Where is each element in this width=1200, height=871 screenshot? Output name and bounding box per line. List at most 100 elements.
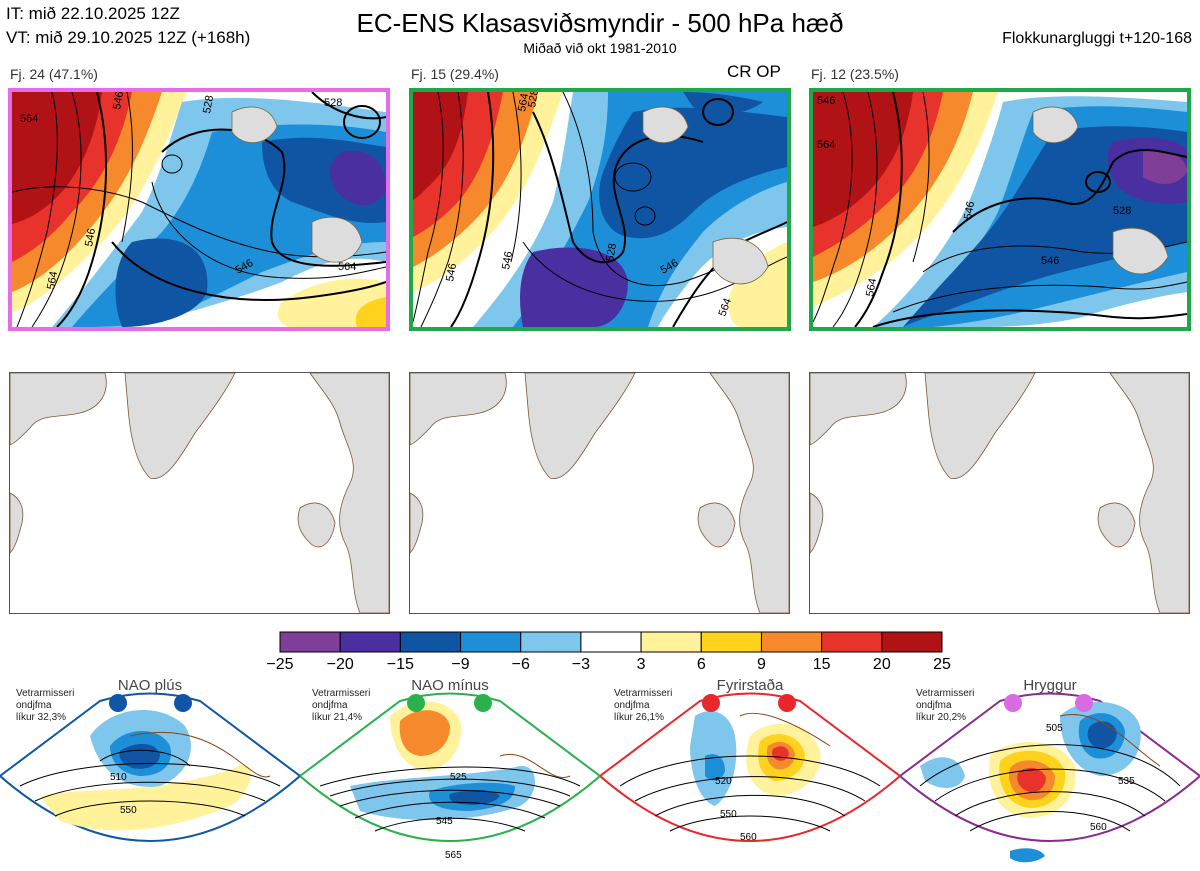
regime-ridge-map[interactable]: 505 535 560 xyxy=(900,676,1200,871)
land-mass-icon xyxy=(524,373,636,479)
contour-label: 564 xyxy=(45,270,60,290)
regime-1-title: NAO plús xyxy=(117,677,183,694)
regime-dot-icon xyxy=(1004,694,1022,712)
contour-label: 528 xyxy=(604,242,619,262)
colorbar-segment xyxy=(760,631,823,653)
colorbar-tick-label: 6 xyxy=(696,656,706,673)
land-mass-icon xyxy=(410,373,507,446)
contour-label: 546 xyxy=(500,250,515,270)
regime-contour-label: 505 xyxy=(1046,723,1063,734)
regime-note-line: ondjfma xyxy=(916,700,952,711)
regime-dot-icon xyxy=(1075,694,1093,712)
regime-contour-label: 525 xyxy=(450,772,467,783)
regime-dot-icon xyxy=(407,694,425,712)
colorbar-segment xyxy=(700,631,762,653)
colorbar-segment xyxy=(279,631,341,653)
regime-contour-label: 535 xyxy=(1118,776,1135,787)
land-mass-icon xyxy=(10,492,24,554)
init-time: IT: mið 22.10.2025 12Z xyxy=(6,4,180,23)
regime-contour-label: 520 xyxy=(715,776,732,787)
cluster-3-secondary-map[interactable] xyxy=(809,372,1190,614)
regime-2-title: NAO mínus xyxy=(411,677,489,694)
land-mass-icon xyxy=(1109,373,1189,613)
control-operational-badge: CR OP xyxy=(727,62,781,81)
contour-label: 546 xyxy=(817,95,835,107)
regime-blocking-map[interactable]: 520 550 560 xyxy=(600,676,900,871)
land-mass-icon xyxy=(1097,502,1136,548)
colorbar-segment xyxy=(821,631,883,653)
classification-window: Flokkunargluggi t+120-168 xyxy=(1002,30,1192,47)
land-mass-icon xyxy=(697,502,736,548)
regime-1-note: Vetrarmisseri ondjfma líkur 32,3% xyxy=(16,688,74,724)
colorbar-tick-label: 25 xyxy=(933,656,951,673)
cluster-3-map[interactable]: 546 564 546 528 546 564 xyxy=(809,88,1191,331)
regime-note-line: ondjfma xyxy=(312,700,348,711)
regime-2-note: Vetrarmisseri ondjfma líkur 21,4% xyxy=(312,688,370,724)
cluster-1-caption: Fj. 24 (47.1%) xyxy=(10,66,98,82)
contour-label: 546 xyxy=(1041,255,1059,267)
contour-label: 546 xyxy=(444,262,459,282)
regime-dot-icon xyxy=(778,694,796,712)
contour-label: 528 xyxy=(324,97,342,109)
valid-time: VT: mið 29.10.2025 12Z (+168h) xyxy=(6,28,251,47)
cluster-2-map[interactable]: 564 528 528 546 546 564 546 xyxy=(409,88,791,331)
page-title: EC-ENS Klasasviðsmyndir - 500 hPa hæð xyxy=(356,8,844,38)
regime-dot-icon xyxy=(174,694,192,712)
cluster-2-secondary-map[interactable] xyxy=(409,372,790,614)
regime-contour-label: 510 xyxy=(110,772,127,783)
land-mass-icon xyxy=(10,373,107,446)
contour-label: 528 xyxy=(1113,205,1131,217)
cluster-2-caption: Fj. 15 (29.4%) xyxy=(411,66,499,82)
regime-note-line: líkur 21,4% xyxy=(312,712,363,723)
regime-note-line: ondjfma xyxy=(16,700,52,711)
colorbar-segment xyxy=(399,631,462,653)
regime-nao-minus-map[interactable]: 525 545 565 xyxy=(300,676,600,871)
regime-contour-label: 560 xyxy=(740,832,757,843)
contour-label: 528 xyxy=(526,92,541,109)
colorbar-tick-label: −9 xyxy=(451,656,470,673)
land-mass-icon xyxy=(297,502,336,548)
regime-4-note: Vetrarmisseri ondjfma líkur 20,2% xyxy=(916,688,974,724)
colorbar-segment xyxy=(640,631,702,653)
land-mass-icon xyxy=(924,373,1036,479)
regime-3-title: Fyrirstaða xyxy=(716,677,784,694)
cluster-3-caption: Fj. 12 (23.5%) xyxy=(811,66,899,82)
land-mass-icon xyxy=(309,373,389,613)
regime-dot-icon xyxy=(702,694,720,712)
land-mass-icon xyxy=(709,373,789,613)
regime-note-line: Vetrarmisseri xyxy=(916,688,975,699)
colorbar-tick-label: −25 xyxy=(266,656,294,673)
colorbar-segment xyxy=(881,631,943,653)
contour-label: 564 xyxy=(864,277,879,297)
regime-contour-label: 545 xyxy=(436,816,453,827)
contour-label: 564 xyxy=(338,261,356,273)
regime-note-line: líkur 26,1% xyxy=(614,712,665,723)
contour-label: 546 xyxy=(83,227,98,247)
cluster-1-map[interactable]: 564 546 528 546 528 546 564 564 xyxy=(8,88,390,331)
page-subtitle: Miðað við okt 1981-2010 xyxy=(523,40,677,56)
regime-note-line: líkur 32,3% xyxy=(16,712,67,723)
colorbar-segment xyxy=(339,631,401,653)
regime-3-note: Vetrarmisseri ondjfma líkur 26,1% xyxy=(614,688,672,724)
regime-note-line: Vetrarmisseri xyxy=(614,688,673,699)
colorbar-tick-label: 3 xyxy=(636,656,646,673)
regime-note-line: líkur 20,2% xyxy=(916,712,967,723)
colorbar xyxy=(279,631,943,653)
land-mass-icon xyxy=(810,373,907,446)
regime-nao-plus-map[interactable]: 510 550 xyxy=(0,676,300,871)
colorbar-tick-label: 9 xyxy=(757,656,766,673)
regime-contour-label: 560 xyxy=(1090,822,1107,833)
colorbar-tick-label: 20 xyxy=(872,656,891,673)
regime-note-line: Vetrarmisseri xyxy=(16,688,75,699)
colorbar-tick-label: −6 xyxy=(511,656,530,673)
colorbar-segment xyxy=(520,631,582,653)
colorbar-tick-label: 15 xyxy=(812,656,831,673)
cluster-1-secondary-map[interactable] xyxy=(9,372,390,614)
regime-contour-label: 565 xyxy=(445,850,462,861)
contour-label: 564 xyxy=(516,92,531,112)
colorbar-labels: −25 −20 −15 −9 −6 −3 3 6 9 15 20 25 xyxy=(0,656,1200,676)
contour-label: 546 xyxy=(111,92,126,111)
contour-label: 546 xyxy=(962,200,977,220)
colorbar-tick-label: −20 xyxy=(326,656,354,673)
colorbar-segment xyxy=(580,631,642,653)
